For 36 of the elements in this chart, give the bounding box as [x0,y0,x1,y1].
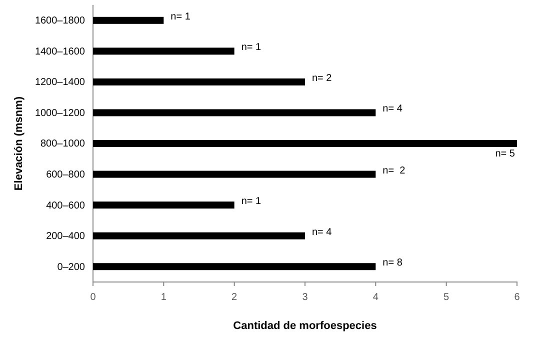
bar [93,232,305,240]
bar [93,140,517,147]
annotation: n= 2 [382,165,406,176]
bar [93,263,376,270]
y-tick-label: 1400–1600 [34,46,86,58]
x-tick-label: 1 [160,292,167,303]
x-tick-label: 0 [90,292,96,303]
annotation: n= 4 [312,226,332,238]
x-tick-label: 6 [514,292,520,303]
y-tick-label: 200–400 [46,231,86,242]
annotation: n= 4 [382,104,403,115]
y-axis-title: Elevación (msnm) [13,96,25,191]
annotation: n= 1 [170,11,191,22]
y-tick-label: 1000–1200 [34,108,86,119]
y-tick-label: 1200–1400 [34,77,86,88]
bar [93,170,376,178]
annotation: n= 5 [495,148,516,160]
x-tick-label: 4 [372,292,379,303]
annotation: n= 1 [241,196,262,208]
x-tick-label: 2 [232,292,238,303]
annotation: n= 8 [382,258,403,269]
x-axis-title: Cantidad de morfoespecies [233,320,377,332]
y-tick-label: 800–1000 [40,138,86,150]
y-tick-label: 600–800 [46,169,86,180]
y-tick-label: 400–600 [46,200,86,212]
annotation: n= 2 [312,72,332,84]
bar [93,109,376,116]
x-tick-label: 5 [444,292,450,303]
annotation: n= 1 [241,42,262,54]
x-tick-label: 3 [302,292,308,303]
bar [93,16,164,24]
bar [93,48,234,55]
y-tick-label: 1600–1800 [34,16,86,27]
bar [93,202,234,209]
bar [93,78,305,86]
y-tick-label: 0–200 [57,262,86,273]
